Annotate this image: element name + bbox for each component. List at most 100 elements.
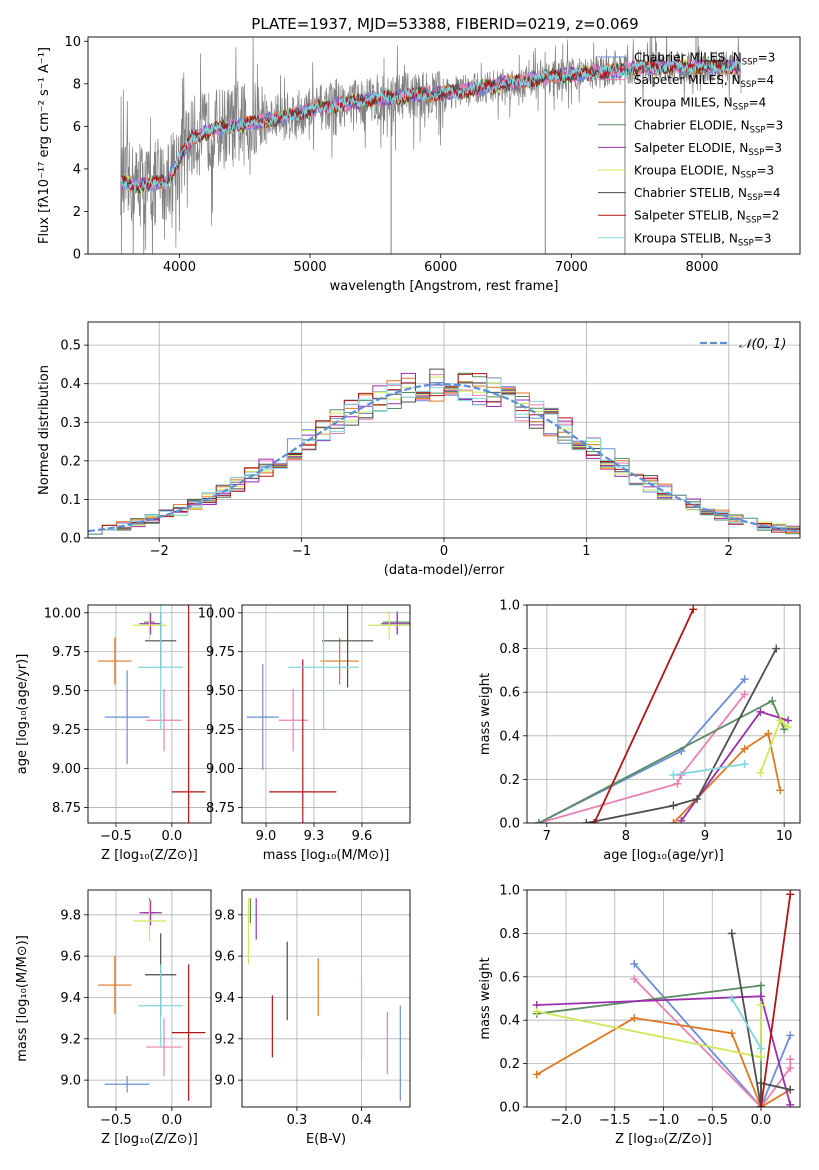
weight_vs_age-ytick-label: 0.0 — [499, 817, 520, 832]
residuals-legend-label: 𝒩(0, 1) — [739, 337, 786, 352]
mass-weight-marker — [689, 605, 698, 614]
residuals-ytick-label: 0.3 — [60, 416, 81, 431]
mass_vs_ebv-xtick-label: 0.3 — [287, 1113, 308, 1128]
spectrum-frame — [87, 36, 801, 255]
residuals-ytick-label: 0.4 — [60, 377, 81, 392]
spectrum-legend-label: Chabrier MILES, NSSP=3 — [634, 51, 775, 68]
mass-weight-marker — [630, 959, 639, 968]
mass-weight-marker — [786, 890, 795, 899]
weight_vs_age-plot-area — [534, 605, 793, 823]
mass_vs_ebv-ytick-label: 9.8 — [214, 908, 235, 923]
legend-label-text: Salpeter MILES, N — [634, 73, 741, 87]
mass-weight-marker — [532, 1070, 541, 1079]
weight_vs_age-xtick-label: 7 — [543, 829, 551, 844]
mass-weight-marker — [740, 744, 749, 753]
age_vs_Z-ytick-label: 9.75 — [52, 645, 81, 660]
mass-weight-line — [760, 894, 792, 1107]
residuals-xtick-label: −1 — [292, 544, 311, 559]
spectrum-ytick-label: 8 — [73, 77, 81, 92]
mass-weight-marker — [740, 690, 749, 699]
weight_vs_Z-ytick-label: 0.8 — [499, 927, 520, 942]
mass-weight-marker — [756, 768, 765, 777]
weight_vs_age-ytick-label: 0.8 — [499, 642, 520, 657]
mass-weight-marker — [756, 707, 765, 716]
mass-weight-marker — [772, 644, 781, 653]
mass-weight-line — [633, 978, 792, 1107]
legend-label-value: =4 — [749, 96, 767, 110]
mass-weight-marker — [757, 992, 765, 1001]
mass-weight-line — [593, 609, 695, 823]
weight_vs_age-ylabel: mass weight — [478, 673, 493, 755]
spectrum-legend-label: Chabrier STELIB, NSSP=4 — [634, 186, 781, 203]
weight_vs_Z-xtick-label: −1.0 — [648, 1113, 680, 1128]
mass-weight-marker — [669, 801, 678, 810]
weight_vs_age-ytick-label: 1.0 — [499, 599, 520, 614]
legend-label-text: Kroupa STELIB, N — [634, 231, 738, 245]
weight_vs_age-frame — [526, 604, 801, 824]
spectrum-legend-label: Salpeter ELODIE, NSSP=3 — [634, 141, 782, 158]
mass_vs_ebv-plot-area — [247, 898, 401, 1101]
spectrum-xtick-label: 5000 — [294, 260, 327, 275]
mass-weight-marker — [786, 1085, 795, 1094]
legend-label-value: =3 — [754, 231, 772, 245]
legend-label-subscript: SSP — [741, 80, 757, 90]
legend-label-text: Chabrier MILES, N — [634, 51, 742, 65]
weight_vs_age-ytick-label: 0.2 — [499, 773, 520, 788]
mass_vs_ebv-xlabel: E(B-V) — [306, 1132, 346, 1147]
spectrum-ylabel: Flux [fλ10⁻¹⁷ erg cm⁻² s⁻¹ A⁻¹] — [37, 47, 52, 244]
mass-weight-marker — [786, 1063, 795, 1072]
age_vs_Z-xtick-label: −0.5 — [100, 829, 132, 844]
spectrum-legend-label: Kroupa MILES, NSSP=4 — [634, 96, 766, 113]
weight_vs_Z-xlabel: Z [log₁₀(Z/Z⊙)] — [615, 1132, 712, 1147]
legend-label-text: Chabrier ELODIE, N — [634, 118, 750, 132]
age_vs_Z-ytick-label: 10.00 — [44, 606, 81, 621]
spectrum-model-line — [120, 57, 742, 193]
residuals-ytick-label: 0.1 — [60, 493, 81, 508]
mass-weight-line — [633, 963, 792, 1107]
mass_vs_Z-ytick-label: 9.2 — [60, 1032, 81, 1047]
legend-label-value: =4 — [763, 186, 781, 200]
legend-label-subscript: SSP — [750, 125, 766, 135]
normal-curve — [88, 382, 800, 533]
spectrum-ytick-label: 4 — [73, 162, 81, 177]
age_vs_Z-ylabel: age [log₁₀(age/yr)] — [15, 654, 30, 775]
mass-weight-marker — [740, 760, 749, 769]
mass_vs_ebv-ytick-label: 9.4 — [214, 991, 235, 1006]
spectrum-xtick-label: 6000 — [424, 260, 457, 275]
residuals-xlabel: (data-model)/error — [384, 563, 505, 578]
mass_vs_ebv-ytick-label: 9.0 — [214, 1074, 235, 1089]
weight_vs_Z-xtick-label: 0.0 — [751, 1113, 772, 1128]
mass_vs_Z-xtick-label: −0.5 — [100, 1113, 132, 1128]
mass_vs_ebv-ytick-label: 9.6 — [214, 950, 235, 965]
mass-weight-line — [731, 998, 762, 1049]
mass-weight-marker — [693, 795, 702, 804]
mass_vs_ebv-frame — [241, 889, 411, 1108]
age_vs_mass-ytick-label: 9.50 — [206, 684, 235, 699]
mass_vs_Z-ytick-label: 9.8 — [60, 908, 81, 923]
weight_vs_age-xtick-label: 9 — [701, 829, 709, 844]
age_vs_Z-ytick-label: 8.75 — [52, 801, 81, 816]
weight_vs_Z-ytick-label: 0.2 — [499, 1057, 520, 1072]
legend-label-subscript: SSP — [748, 148, 764, 158]
residuals-panel: −2 −1 0 1 2 0.0 0.1 0.2 0.3 0.4 0.5 (data-model)/er… — [37, 321, 801, 578]
weight_vs_Z-xtick-label: −1.5 — [599, 1113, 631, 1128]
mass-weight-line — [673, 763, 745, 776]
legend-label-text: Kroupa MILES, N — [634, 96, 733, 110]
weight_vs_Z-ylabel: mass weight — [478, 957, 493, 1039]
mass_vs_Z-ylabel: mass [log₁₀(M/M⊙)] — [15, 935, 30, 1062]
mass-weight-marker — [727, 994, 736, 1003]
age_vs_mass-ytick-label: 10.00 — [198, 606, 235, 621]
mass-weight-line — [538, 678, 746, 823]
mass-weight-line — [586, 648, 778, 823]
age-vs-mass-panel: 9.0 9.3 9.6 8.75 9.00 9.25 9.50 9.75 10.00 mass [… — [198, 604, 411, 863]
mass-weight-line — [538, 693, 746, 823]
mass-weight-marker — [757, 981, 765, 990]
mass-vs-metallicity-panel: −0.5 0.0 9.0 9.2 9.4 9.6 9.8 Z [log₁₀(Z/Z⊙)] mas… — [15, 889, 212, 1147]
mass-weight-marker — [590, 819, 599, 823]
age_vs_mass-frame — [241, 604, 411, 824]
residuals-plot-area — [88, 368, 800, 535]
spectrum-plot-area — [120, 37, 742, 254]
residuals-xtick-label: 1 — [582, 544, 590, 559]
weight_vs_age-xtick-label: 10 — [776, 829, 793, 844]
weight_vs_Z-ytick-label: 0.6 — [499, 970, 520, 985]
